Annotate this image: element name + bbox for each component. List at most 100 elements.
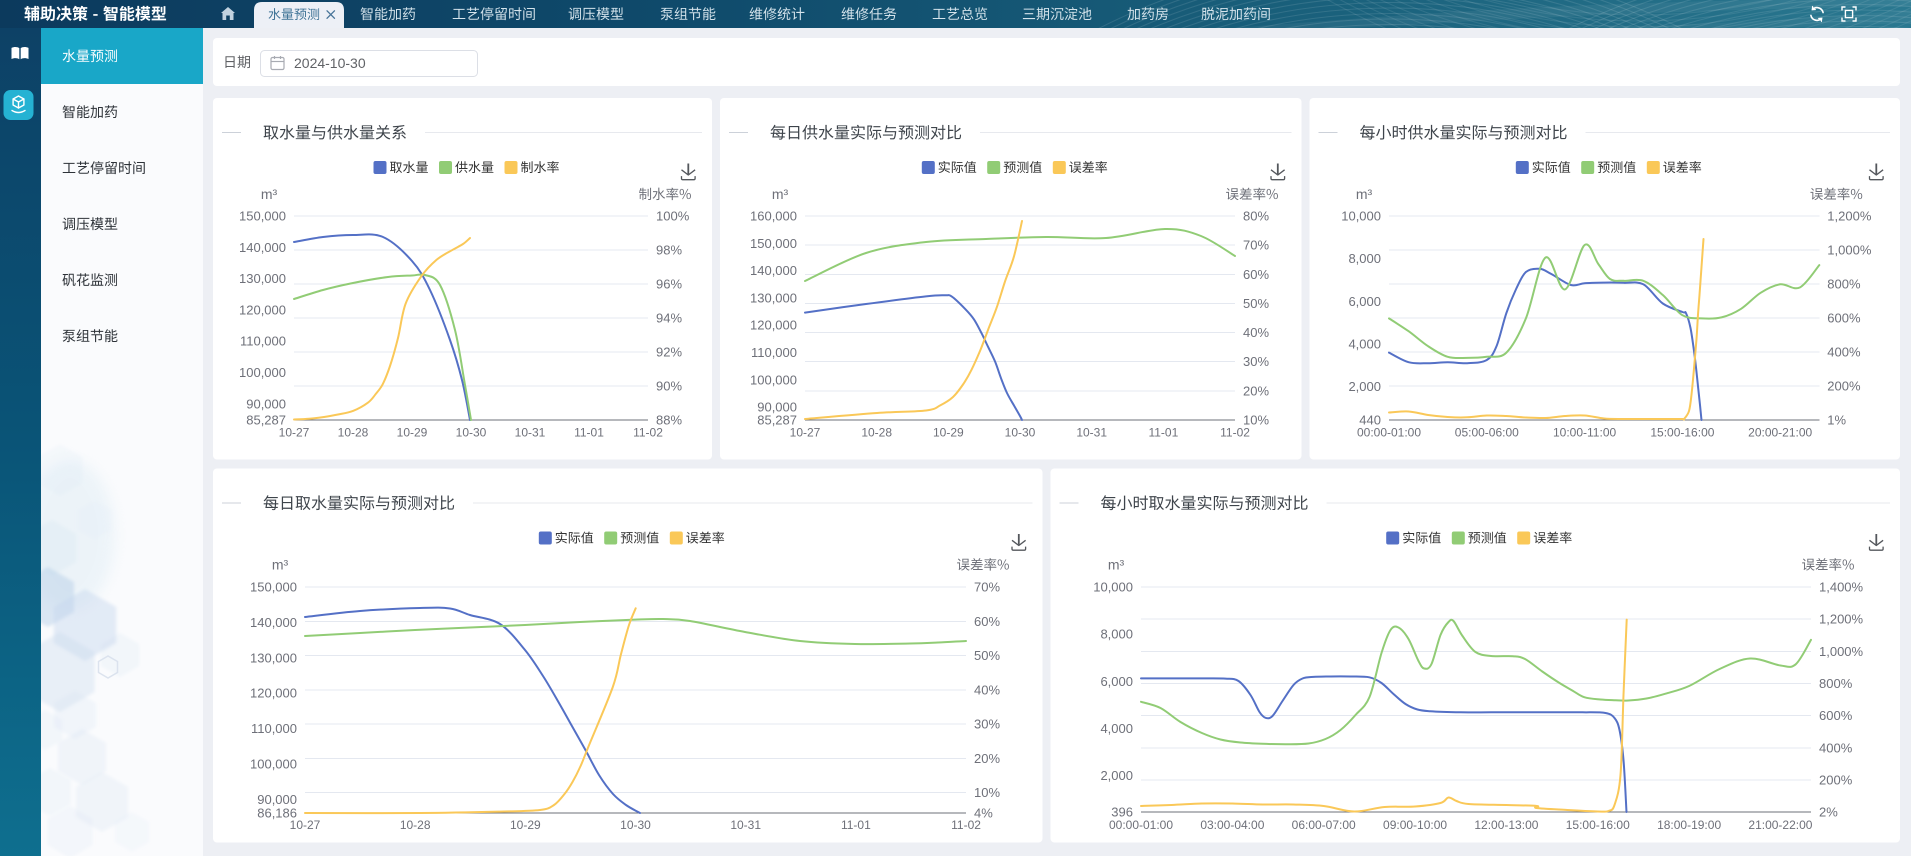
svg-text:800%: 800% <box>1819 676 1853 691</box>
svg-text:10-30: 10-30 <box>456 426 487 440</box>
svg-text:10-27: 10-27 <box>279 426 310 440</box>
svg-text:90,000: 90,000 <box>246 396 286 411</box>
svg-text:60%: 60% <box>1243 267 1269 282</box>
svg-text:10-29: 10-29 <box>510 818 541 832</box>
svg-text:15:00-16:00: 15:00-16:00 <box>1566 818 1630 832</box>
svg-text:100,000: 100,000 <box>239 365 286 380</box>
svg-text:40%: 40% <box>1243 325 1269 340</box>
svg-text:100,000: 100,000 <box>750 372 797 387</box>
svg-text:1,000%: 1,000% <box>1819 644 1864 659</box>
svg-text:90,000: 90,000 <box>757 400 797 415</box>
svg-text:m³: m³ <box>272 557 289 573</box>
svg-text:10-31: 10-31 <box>1076 426 1107 440</box>
svg-text:150,000: 150,000 <box>750 236 797 251</box>
svg-text:120,000: 120,000 <box>250 686 297 701</box>
svg-text:11-02: 11-02 <box>633 426 663 440</box>
svg-text:200%: 200% <box>1819 773 1853 788</box>
svg-text:2024-10-30: 2024-10-30 <box>294 55 366 71</box>
svg-text:94%: 94% <box>656 311 682 326</box>
svg-text:10%: 10% <box>974 785 1000 800</box>
svg-text:70%: 70% <box>974 580 1000 595</box>
svg-text:4,000: 4,000 <box>1348 337 1381 352</box>
svg-text:1,400%: 1,400% <box>1819 580 1864 595</box>
svg-text:10-27: 10-27 <box>790 426 821 440</box>
svg-text:1,200%: 1,200% <box>1827 209 1872 224</box>
svg-text:10-28: 10-28 <box>338 426 369 440</box>
svg-text:60%: 60% <box>974 614 1000 629</box>
svg-text:10-31: 10-31 <box>730 818 761 832</box>
svg-text:m³: m³ <box>261 186 278 202</box>
svg-text:96%: 96% <box>656 277 682 292</box>
svg-text:11-02: 11-02 <box>1220 426 1250 440</box>
svg-text:30%: 30% <box>974 717 1000 732</box>
svg-text:2,000: 2,000 <box>1348 379 1381 394</box>
svg-text:12:00-13:00: 12:00-13:00 <box>1474 818 1538 832</box>
svg-text:150,000: 150,000 <box>250 580 297 595</box>
svg-text:90%: 90% <box>656 379 682 394</box>
svg-text:09:00-10:00: 09:00-10:00 <box>1383 818 1447 832</box>
svg-text:85,287: 85,287 <box>757 413 797 428</box>
svg-text:400%: 400% <box>1819 740 1853 755</box>
svg-text:06:00-07:00: 06:00-07:00 <box>1292 818 1356 832</box>
svg-text:1%: 1% <box>1827 413 1846 428</box>
svg-text:86,186: 86,186 <box>257 806 297 821</box>
svg-text:10-29: 10-29 <box>397 426 428 440</box>
svg-text:1,200%: 1,200% <box>1819 612 1864 627</box>
svg-text:140,000: 140,000 <box>239 240 286 255</box>
svg-text:120,000: 120,000 <box>750 318 797 333</box>
svg-text:396: 396 <box>1111 805 1133 820</box>
svg-text:15:00-16:00: 15:00-16:00 <box>1650 426 1714 440</box>
svg-text:100%: 100% <box>656 209 690 224</box>
svg-text:m³: m³ <box>1108 557 1125 573</box>
svg-text:2,000: 2,000 <box>1100 768 1133 783</box>
svg-text:20:00-21:00: 20:00-21:00 <box>1748 426 1812 440</box>
svg-text:600%: 600% <box>1819 708 1853 723</box>
svg-text:400%: 400% <box>1827 345 1861 360</box>
svg-text:92%: 92% <box>656 345 682 360</box>
svg-text:4,000: 4,000 <box>1100 721 1133 736</box>
svg-text:8,000: 8,000 <box>1348 251 1381 266</box>
svg-text:10-30: 10-30 <box>1005 426 1036 440</box>
svg-text:50%: 50% <box>974 648 1000 663</box>
svg-text:m³: m³ <box>1356 186 1373 202</box>
svg-text:05:00-06:00: 05:00-06:00 <box>1455 426 1519 440</box>
svg-text:2%: 2% <box>1819 805 1838 820</box>
svg-text:600%: 600% <box>1827 311 1861 326</box>
svg-text:11-01: 11-01 <box>841 818 871 832</box>
svg-text:88%: 88% <box>656 413 682 428</box>
svg-text:50%: 50% <box>1243 296 1269 311</box>
svg-text:98%: 98% <box>656 243 682 258</box>
svg-text:130,000: 130,000 <box>750 290 797 305</box>
svg-text:6,000: 6,000 <box>1100 674 1133 689</box>
svg-text:30%: 30% <box>1243 354 1269 369</box>
svg-text:10,000: 10,000 <box>1341 209 1381 224</box>
svg-text:120,000: 120,000 <box>239 302 286 317</box>
svg-text:150,000: 150,000 <box>239 209 286 224</box>
svg-text:10-28: 10-28 <box>400 818 431 832</box>
svg-text:10-31: 10-31 <box>515 426 546 440</box>
svg-text:00:00-01:00: 00:00-01:00 <box>1109 818 1173 832</box>
svg-text:40%: 40% <box>974 682 1000 697</box>
svg-text:10-30: 10-30 <box>620 818 651 832</box>
svg-text:03:00-04:00: 03:00-04:00 <box>1200 818 1264 832</box>
svg-text:4%: 4% <box>974 806 993 821</box>
svg-text:80%: 80% <box>1243 209 1269 224</box>
svg-text:90,000: 90,000 <box>257 792 297 807</box>
svg-text:10,000: 10,000 <box>1093 580 1133 595</box>
svg-text:21:00-22:00: 21:00-22:00 <box>1748 818 1812 832</box>
svg-text:140,000: 140,000 <box>250 615 297 630</box>
svg-text:110,000: 110,000 <box>240 334 286 349</box>
svg-text:70%: 70% <box>1243 238 1269 253</box>
svg-text:1,000%: 1,000% <box>1827 243 1872 258</box>
svg-text:10-28: 10-28 <box>861 426 892 440</box>
svg-text:100,000: 100,000 <box>250 757 297 772</box>
svg-text:18:00-19:00: 18:00-19:00 <box>1657 818 1721 832</box>
svg-text:160,000: 160,000 <box>750 209 797 224</box>
svg-text:20%: 20% <box>974 751 1000 766</box>
svg-text:10%: 10% <box>1243 413 1269 428</box>
svg-text:200%: 200% <box>1827 379 1861 394</box>
svg-text:140,000: 140,000 <box>750 263 797 278</box>
svg-text:110,000: 110,000 <box>751 345 797 360</box>
svg-text:130,000: 130,000 <box>239 271 286 286</box>
svg-text:20%: 20% <box>1243 383 1269 398</box>
